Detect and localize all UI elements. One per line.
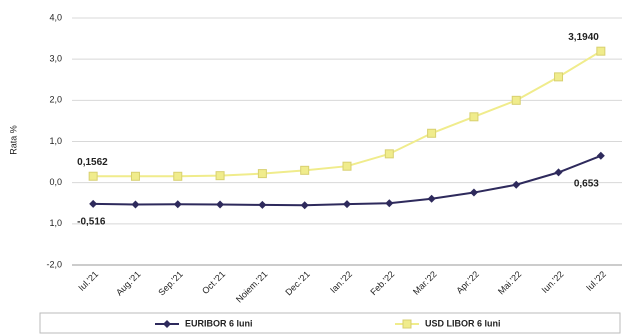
marker xyxy=(596,46,606,56)
marker xyxy=(258,200,267,209)
marker xyxy=(554,168,563,177)
marker xyxy=(300,201,309,210)
legend-marker xyxy=(402,319,412,329)
marker xyxy=(469,188,478,197)
marker xyxy=(215,171,225,181)
marker xyxy=(384,149,394,159)
marker xyxy=(512,180,521,189)
x-tick-label: Sep.'21 xyxy=(156,269,184,297)
x-tick-label: Iun.'22 xyxy=(540,269,566,295)
marker xyxy=(89,199,98,208)
marker xyxy=(216,200,225,209)
x-tick-label: Dec.'21 xyxy=(283,269,311,297)
marker xyxy=(300,165,310,175)
value-label: 0,653 xyxy=(574,178,599,189)
marker xyxy=(130,171,140,181)
y-tick-label: 2,0 xyxy=(49,95,62,105)
marker xyxy=(173,171,183,181)
x-tick-label: Noiem.'21 xyxy=(234,269,270,305)
marker xyxy=(257,169,267,179)
x-tick-label: Iul.'22 xyxy=(584,269,608,293)
marker xyxy=(427,128,437,138)
series-line xyxy=(93,50,602,178)
legend-marker xyxy=(163,320,171,328)
y-axis-label: Rata % xyxy=(8,125,18,155)
value-label: 0,1562 xyxy=(77,157,108,168)
marker xyxy=(511,95,521,105)
x-tick-label: Aug.'21 xyxy=(114,269,142,297)
x-tick-label: Apr.'22 xyxy=(454,269,481,296)
legend-label: USD LIBOR 6 luni xyxy=(425,318,501,328)
x-tick-label: Iul.'21 xyxy=(76,269,100,293)
x-tick-label: Ian.'22 xyxy=(328,269,354,295)
value-label: 3,1940 xyxy=(568,32,599,43)
marker xyxy=(427,194,436,203)
marker xyxy=(131,200,140,209)
legend-label: EURIBOR 6 luni xyxy=(185,318,253,328)
y-tick-label: 4,0 xyxy=(49,12,62,22)
x-tick-label: Mar.'22 xyxy=(411,269,439,297)
marker xyxy=(385,199,394,208)
y-tick-label: 1,0 xyxy=(49,218,62,228)
y-tick-label: -2,0 xyxy=(46,259,62,269)
marker xyxy=(343,200,351,209)
marker xyxy=(342,161,352,171)
legend-box xyxy=(39,312,621,334)
y-tick-label: 1,0 xyxy=(49,136,62,146)
y-tick-label: 3,0 xyxy=(49,54,62,64)
y-tick-label: 0,0 xyxy=(49,177,62,187)
x-tick-label: Feb.'22 xyxy=(368,269,396,297)
marker xyxy=(88,171,98,181)
marker xyxy=(554,72,564,82)
marker xyxy=(173,200,182,209)
value-label: -0,516 xyxy=(77,217,106,228)
x-tick-label: Oct.'21 xyxy=(200,269,227,296)
marker xyxy=(596,151,605,160)
marker xyxy=(469,112,479,122)
x-tick-label: Mai.'22 xyxy=(496,269,523,296)
